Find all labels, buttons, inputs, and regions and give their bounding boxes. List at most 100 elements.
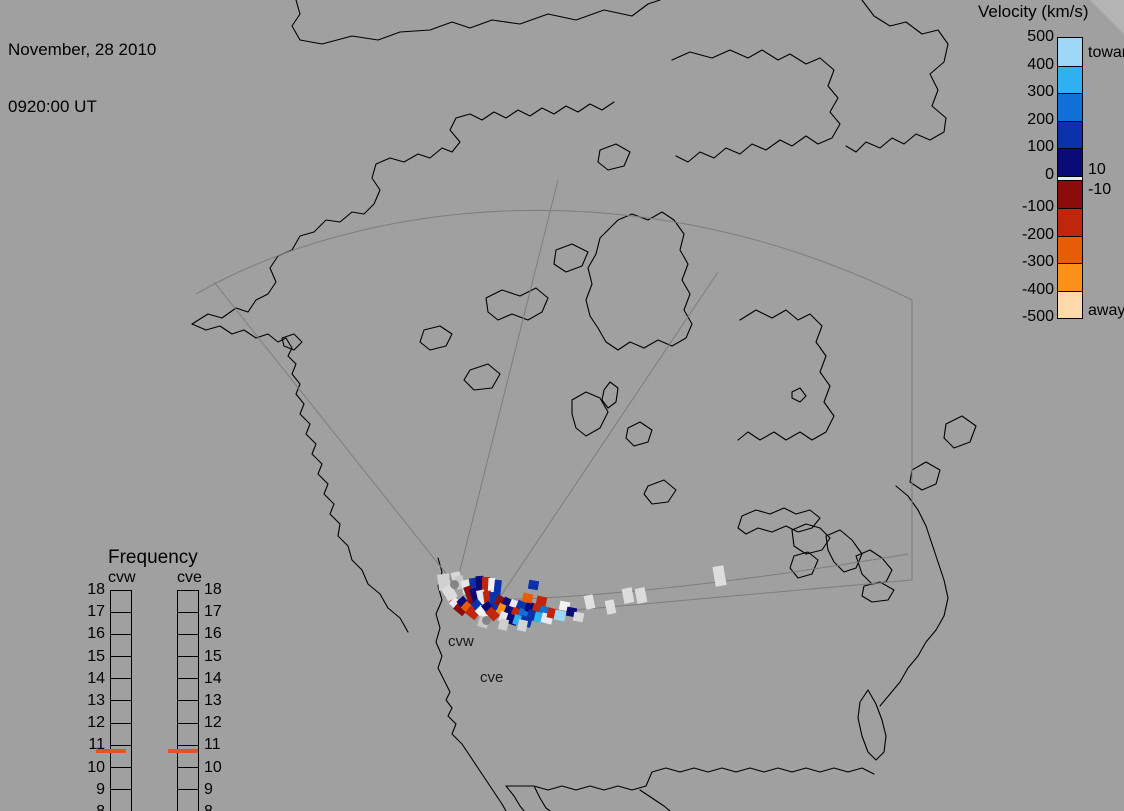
frequency-cell [111, 766, 131, 789]
velocity-cell [527, 579, 540, 591]
frequency-cell [178, 722, 198, 745]
frequency-cell [178, 612, 198, 634]
velocity-cell [621, 587, 635, 604]
velocity-cell [465, 605, 480, 621]
map-corner-wash [1090, 0, 1124, 34]
frequency-marker-cvw [96, 749, 126, 754]
frequency-cell [111, 656, 131, 678]
timestamp-date: November, 28 2010 [8, 40, 157, 59]
coastlines [191, 0, 977, 811]
frequency-tick: 17 [204, 603, 222, 621]
frequency-legend-title: Frequency [108, 547, 198, 568]
velocity-legend-title: Velocity (km/s) [978, 2, 1089, 21]
frequency-bar-cve [177, 590, 199, 811]
velocity-segment [1058, 38, 1082, 66]
velocity-cell [441, 584, 458, 602]
timestamp: November, 28 2010 0920:00 UT [8, 2, 156, 154]
frequency-cell [178, 766, 198, 789]
frequency-cell [111, 744, 131, 767]
frequency-tick: 10 [87, 758, 105, 776]
frequency-marker-cve [168, 749, 198, 754]
velocity-cell [453, 601, 468, 617]
frequency-label-cvw: cvw [108, 569, 136, 586]
velocity-cell [535, 595, 548, 607]
frequency-tick: 16 [204, 625, 222, 643]
frequency-tick: 15 [204, 647, 222, 665]
frequency-tick: 12 [204, 714, 222, 732]
velocity-segment [1058, 120, 1082, 148]
frequency-cell [111, 678, 131, 700]
velocity-cell [521, 592, 534, 604]
velocity-tick: -300 [1021, 253, 1054, 270]
frequency-tick: 17 [87, 603, 105, 621]
frequency-tick: 14 [87, 669, 105, 687]
velocity-tick: -500 [1021, 308, 1054, 325]
frequency-tick: 10 [204, 758, 222, 776]
frequency-tick: 16 [87, 625, 105, 643]
frequency-cell [178, 656, 198, 678]
velocity-segment [1058, 180, 1082, 208]
velocity-segment [1058, 208, 1082, 236]
frequency-tick: 12 [87, 714, 105, 732]
frequency-tick: 8 [204, 804, 228, 811]
velocity-cell [583, 594, 596, 610]
velocity-label-minus-ten: -10 [1088, 181, 1112, 198]
radar-site-label-cve: cve [480, 669, 504, 686]
radar-site-label-cvw: cvw [448, 633, 474, 650]
velocity-segment [1058, 148, 1082, 176]
radar-site-dot-cvw[interactable] [450, 580, 459, 589]
velocity-cell [572, 611, 585, 623]
frequency-cell [178, 744, 198, 767]
frequency-cell [178, 700, 198, 722]
frequency-tick: 11 [88, 736, 105, 754]
frequency-cell [178, 591, 198, 612]
frequency-cell [111, 591, 131, 612]
frequency-cell [111, 634, 131, 656]
velocity-tick: 500 [1027, 28, 1054, 45]
velocity-tick: -100 [1021, 198, 1054, 215]
frequency-tick: 14 [204, 669, 222, 687]
velocity-cell [482, 577, 490, 598]
fov-boundaries [195, 179, 913, 619]
frequency-tick: 13 [204, 692, 222, 709]
frequency-legend: Frequency cvw 18 17 16 15 14 13 12 11 10 9 8 cve 1… [80, 545, 245, 811]
velocity-cell [604, 599, 617, 615]
frequency-label-cve: cve [177, 569, 202, 586]
velocity-tick: -200 [1021, 225, 1054, 243]
timestamp-time: 0920:00 UT [8, 97, 97, 116]
frequency-cell [178, 634, 198, 656]
velocity-label-away: away [1088, 302, 1124, 319]
velocity-cell [712, 565, 727, 587]
velocity-segment [1058, 290, 1082, 318]
velocity-tick: 300 [1027, 83, 1054, 100]
frequency-tick: 18 [87, 581, 105, 598]
velocity-tick: 100 [1027, 138, 1054, 155]
frequency-tick: 8 [85, 804, 105, 811]
velocity-tick: 0 [1045, 165, 1054, 183]
velocity-segment [1058, 93, 1082, 121]
velocity-data-cells [436, 565, 727, 632]
velocity-segment [1058, 263, 1082, 291]
velocity-tick: 200 [1027, 110, 1054, 128]
velocity-segment-zero [1058, 175, 1082, 181]
velocity-cell [553, 609, 567, 622]
frequency-cell [178, 788, 198, 811]
frequency-cell [178, 678, 198, 700]
velocity-legend: Velocity (km/s) 500 400 300 200 100 0 -100 -200… [960, 0, 1124, 340]
velocity-tick: -400 [1021, 280, 1054, 298]
velocity-colorbar [1057, 37, 1083, 319]
frequency-tick: 9 [204, 780, 213, 798]
velocity-label-toward: toward [1088, 44, 1124, 61]
velocity-segment [1058, 65, 1082, 93]
frequency-tick: 9 [96, 780, 105, 798]
velocity-cell [634, 587, 648, 604]
frequency-cell [111, 612, 131, 634]
radar-site-dot-cve[interactable] [482, 616, 491, 625]
velocity-cell [485, 606, 500, 622]
velocity-tick: 400 [1027, 55, 1054, 73]
frequency-tick: 18 [204, 581, 222, 598]
frequency-tick: 11 [204, 736, 221, 754]
frequency-cell [111, 722, 131, 745]
